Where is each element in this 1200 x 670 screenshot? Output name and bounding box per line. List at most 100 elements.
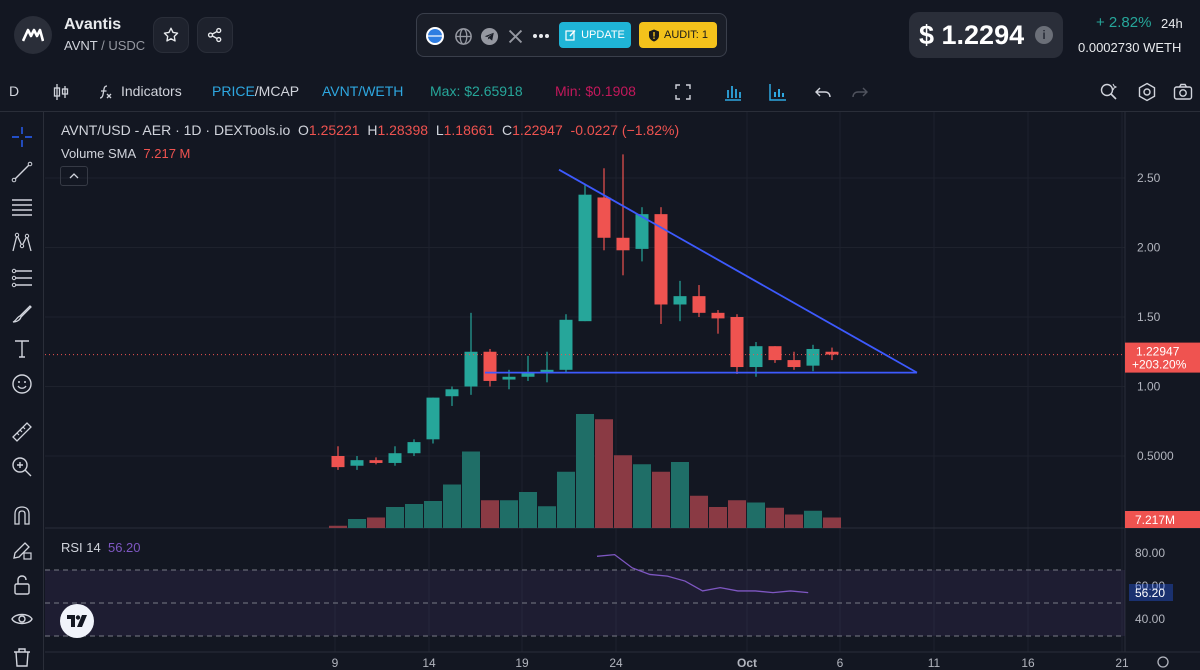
telegram-link[interactable] [479,26,499,46]
candle-body [331,456,345,468]
measure-tool[interactable] [9,419,35,445]
rsi-badge [1129,584,1173,601]
volume-bar [576,414,594,528]
indicators-button[interactable]: Indicators [121,83,182,99]
candle-body [825,351,839,355]
trades-toggle-button[interactable] [722,81,744,103]
candle-body [673,296,687,305]
share-button[interactable] [197,17,233,53]
redo-button[interactable] [849,81,871,103]
magnet-tool[interactable] [9,502,35,528]
token-name: Avantis [64,16,122,33]
tradingview-logo[interactable] [60,604,94,638]
prediction-tool[interactable] [9,265,35,291]
low-label: L [435,122,444,138]
text-tool[interactable] [9,336,35,362]
candle-body [654,214,668,305]
fib-tool[interactable] [9,195,35,221]
unlock-icon [14,575,30,595]
time-tick-label: 14 [422,656,436,670]
volume-bar [595,419,613,528]
descending-trendline [558,168,918,374]
pair-separator: / [97,38,109,53]
chart-type-button[interactable] [50,81,72,103]
visibility-tool[interactable] [9,606,35,632]
crosshair-tool[interactable] [9,124,35,150]
time-tick-label: 11 [928,656,941,670]
update-button[interactable]: UPDATE [559,22,631,48]
pattern-tool[interactable] [9,230,35,256]
candle-body [483,351,497,381]
info-icon[interactable]: i [1035,26,1053,44]
undo-icon [815,87,831,98]
current-change-label: +203.20% [1132,358,1187,372]
undo-button[interactable] [812,81,834,103]
time-tick-label: 19 [515,656,529,670]
audit-button[interactable]: AUDIT: 1 [639,22,717,48]
token-logo [14,16,52,54]
pair-toggle[interactable]: AVNT/WETH [322,83,404,99]
volume-bar [633,464,651,528]
more-links[interactable] [531,26,551,46]
emoji-tool[interactable] [9,371,35,397]
volume-bar [481,500,499,528]
star-icon [163,27,179,42]
fullscreen-button[interactable] [672,81,694,103]
mcap-option[interactable]: /MCAP [254,83,300,99]
rsi-label: RSI 14 [61,540,101,555]
chart-toolbar: D Indicators PRICE/MCAP AVNT/WETH Max: $… [0,72,1200,112]
update-label: UPDATE [581,29,625,41]
min-price: Min: $0.1908 [555,83,636,99]
indicators-icon-button[interactable] [94,81,116,103]
volume-toggle-button[interactable] [767,81,789,103]
chain-link[interactable] [425,26,445,46]
twitter-link[interactable] [505,26,525,46]
settings-button[interactable] [1136,81,1158,103]
horizontal-lines-icon [12,199,32,216]
website-link[interactable] [453,26,473,46]
volume-bar [424,501,442,528]
favorite-button[interactable] [153,17,189,53]
price-tick-label: 0.5000 [1137,449,1174,463]
volume-bar [785,514,803,528]
trash-icon [14,648,30,667]
chevron-up-icon [69,173,79,179]
rsi-badge-label: 56.20 [1135,586,1165,600]
base-chain-icon [426,27,444,45]
delete-tool[interactable] [9,644,35,670]
collapse-legend-button[interactable] [60,166,88,186]
redo-icon [852,87,868,98]
globe-icon [454,27,472,45]
interval-selector[interactable]: D [9,83,20,99]
current-price-badge [1125,342,1200,373]
volume-bar [823,517,841,528]
trendline-tool[interactable] [9,159,35,185]
rsi-value: 56.20 [107,540,141,555]
open-value: 1.25221 [308,122,360,138]
screenshot-button[interactable] [1172,81,1194,103]
high-label: H [367,122,378,138]
volume-bar [671,462,689,528]
chart-panel[interactable]: 2.50 2.00 1.50 1.00 0.5000 1.22947 +203.20% 7.2… [45,112,1200,670]
volume-bar [386,507,404,528]
zoom-tool[interactable] [9,454,35,480]
social-links-bar: UPDATE AUDIT: 1 [416,13,727,57]
price-chart[interactable]: 2.502.001.501.000.50001.22947+203.20%7.2… [45,112,1200,670]
price-mcap-toggle[interactable]: PRICE/MCAP [212,83,299,99]
quick-search-button[interactable] [1098,81,1120,103]
telegram-icon [480,27,498,45]
volume-bar [348,519,366,528]
lock-tool[interactable] [9,572,35,598]
price-option[interactable]: PRICE [212,83,255,99]
volume-bar [709,507,727,528]
close-label: C [502,122,513,138]
function-icon [99,85,112,99]
rsi-legend: RSI 14 56.20 [61,540,141,555]
price-tick-label: 1.00 [1137,380,1161,394]
open-label: O [298,122,309,138]
volume-bar [557,471,575,528]
brush-tool[interactable] [9,301,35,327]
axis-settings-icon[interactable] [1157,656,1169,668]
time-tick-label: 21 [1115,656,1129,670]
lock-drawing-tool[interactable] [9,537,35,563]
